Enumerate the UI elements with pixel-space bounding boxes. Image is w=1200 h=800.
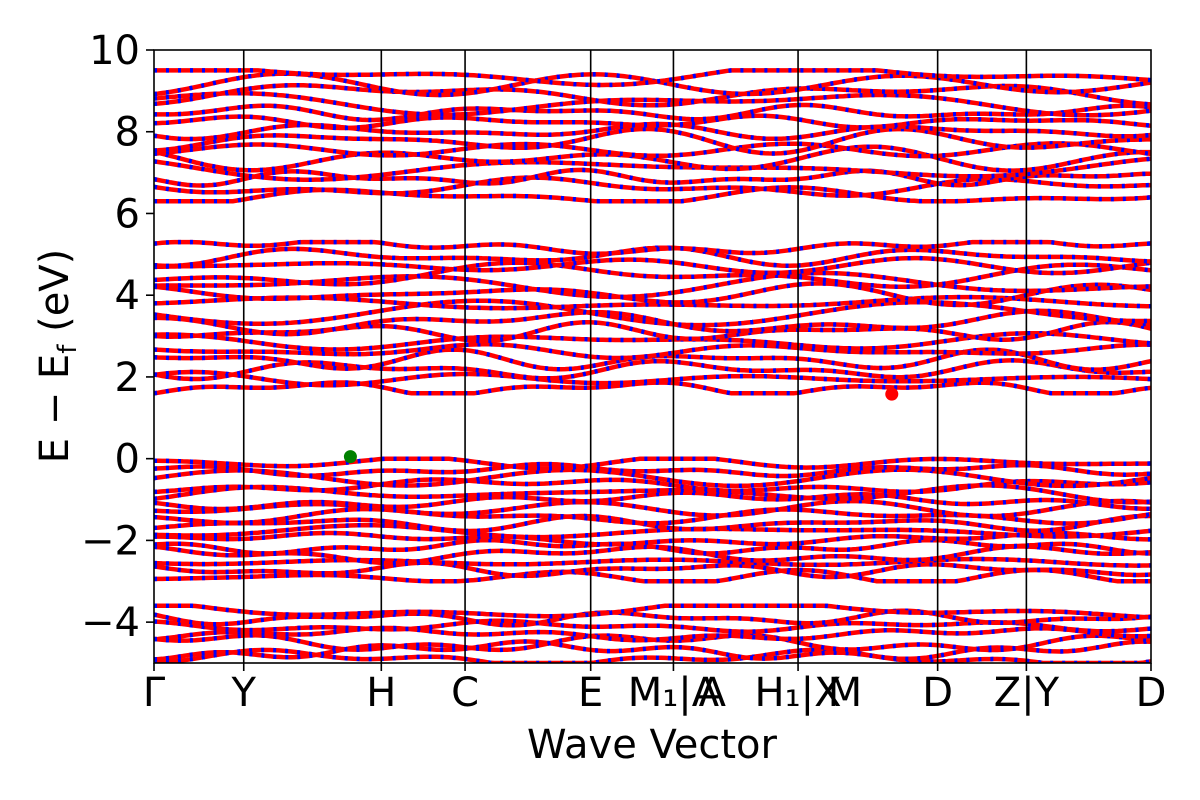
kpath-separators — [242, 50, 1028, 663]
band-2-15-spin-up — [154, 239, 1151, 256]
band-2-1-spin-up — [154, 369, 1151, 388]
band-1-13-spin-up — [154, 467, 1151, 489]
x-axis-title: Wave Vector — [527, 722, 778, 768]
y-tick-label: 10 — [89, 28, 140, 74]
band-2-7-spin-up — [154, 308, 1151, 337]
band-3-1-spin-up — [154, 175, 1151, 198]
band-1-6-spin-up — [154, 523, 1151, 540]
x-tick-label: Γ — [143, 670, 166, 716]
band-1-5-spin-up — [154, 530, 1151, 547]
cbm-marker — [885, 387, 899, 401]
band-2-10-spin-up — [154, 281, 1151, 308]
x-tick-label: D — [922, 670, 953, 716]
band-2-12-spin-up — [154, 260, 1151, 289]
band-1-15-spin-up — [154, 456, 1151, 471]
band-1-2-spin-up — [154, 556, 1151, 568]
band-2-13-spin-up — [154, 255, 1151, 276]
vbm-marker — [343, 450, 357, 464]
band-extrema-markers — [343, 387, 899, 464]
band-3-4-spin-down — [154, 144, 1151, 173]
band-1-7-spin-up — [154, 513, 1151, 534]
x-tick-label: H₁|X — [755, 670, 842, 716]
x-axis-ticks: Γ Y H C E M₁|AA H₁|XM D Z|Y D — [143, 663, 1167, 716]
x-tick-label: A — [699, 670, 727, 716]
band-3-13-spin-up — [154, 68, 1151, 88]
y-tick-label: −2 — [81, 518, 140, 564]
x-tick-label: C — [451, 670, 479, 716]
band-1-1-spin-up — [154, 560, 1151, 580]
band-2-2-spin-down — [154, 358, 1151, 382]
y-axis-title: E − Ef (eV) — [32, 249, 83, 464]
band-3-3-spin-up — [154, 156, 1151, 182]
x-tick-label: E — [578, 670, 603, 716]
y-tick-label: 2 — [115, 355, 140, 401]
y-tick-label: −4 — [81, 600, 140, 646]
x-tick-label: Y — [231, 670, 257, 716]
band-2-5-spin-up — [154, 331, 1151, 352]
band-0-6-spin-up — [154, 603, 1151, 620]
band-2-8-spin-up — [154, 298, 1151, 328]
band-3-8-spin-up — [154, 113, 1151, 131]
x-tick-label: M₁|A — [628, 670, 720, 716]
band-1-4-spin-up — [154, 537, 1151, 556]
y-axis-title-subscript: f — [53, 344, 83, 354]
band-3-6-spin-down — [154, 126, 1151, 156]
y-axis-ticks: 10 8 6 4 2 0 −2 −4 — [81, 28, 154, 646]
band-3-5-spin-up — [154, 141, 1151, 159]
band-0-3-spin-up — [154, 625, 1151, 643]
x-tick-label: Z|Y — [994, 670, 1060, 716]
band-1-12-spin-up — [154, 477, 1151, 495]
x-tick-label: D — [1136, 670, 1167, 716]
band-1-14-spin-up — [154, 461, 1151, 479]
x-tick-label: H — [366, 670, 396, 716]
band-2-4-spin-up — [154, 342, 1151, 361]
y-tick-label: 6 — [115, 191, 140, 237]
band-1-10-spin-up — [154, 490, 1151, 512]
band-3-9-spin-up — [154, 102, 1151, 123]
band-3-2-spin-down — [154, 167, 1151, 188]
y-tick-label: 8 — [115, 110, 140, 156]
plot-frame — [153, 49, 1152, 664]
band-3-10-spin-up — [154, 90, 1151, 118]
x-tick-label: M — [828, 670, 863, 716]
y-axis-title-unit: (eV) — [32, 249, 78, 345]
y-tick-label: 4 — [115, 273, 140, 319]
y-tick-label: 0 — [115, 437, 140, 483]
y-axis-title-main: E − E — [32, 354, 78, 464]
band-lines — [154, 68, 1151, 663]
